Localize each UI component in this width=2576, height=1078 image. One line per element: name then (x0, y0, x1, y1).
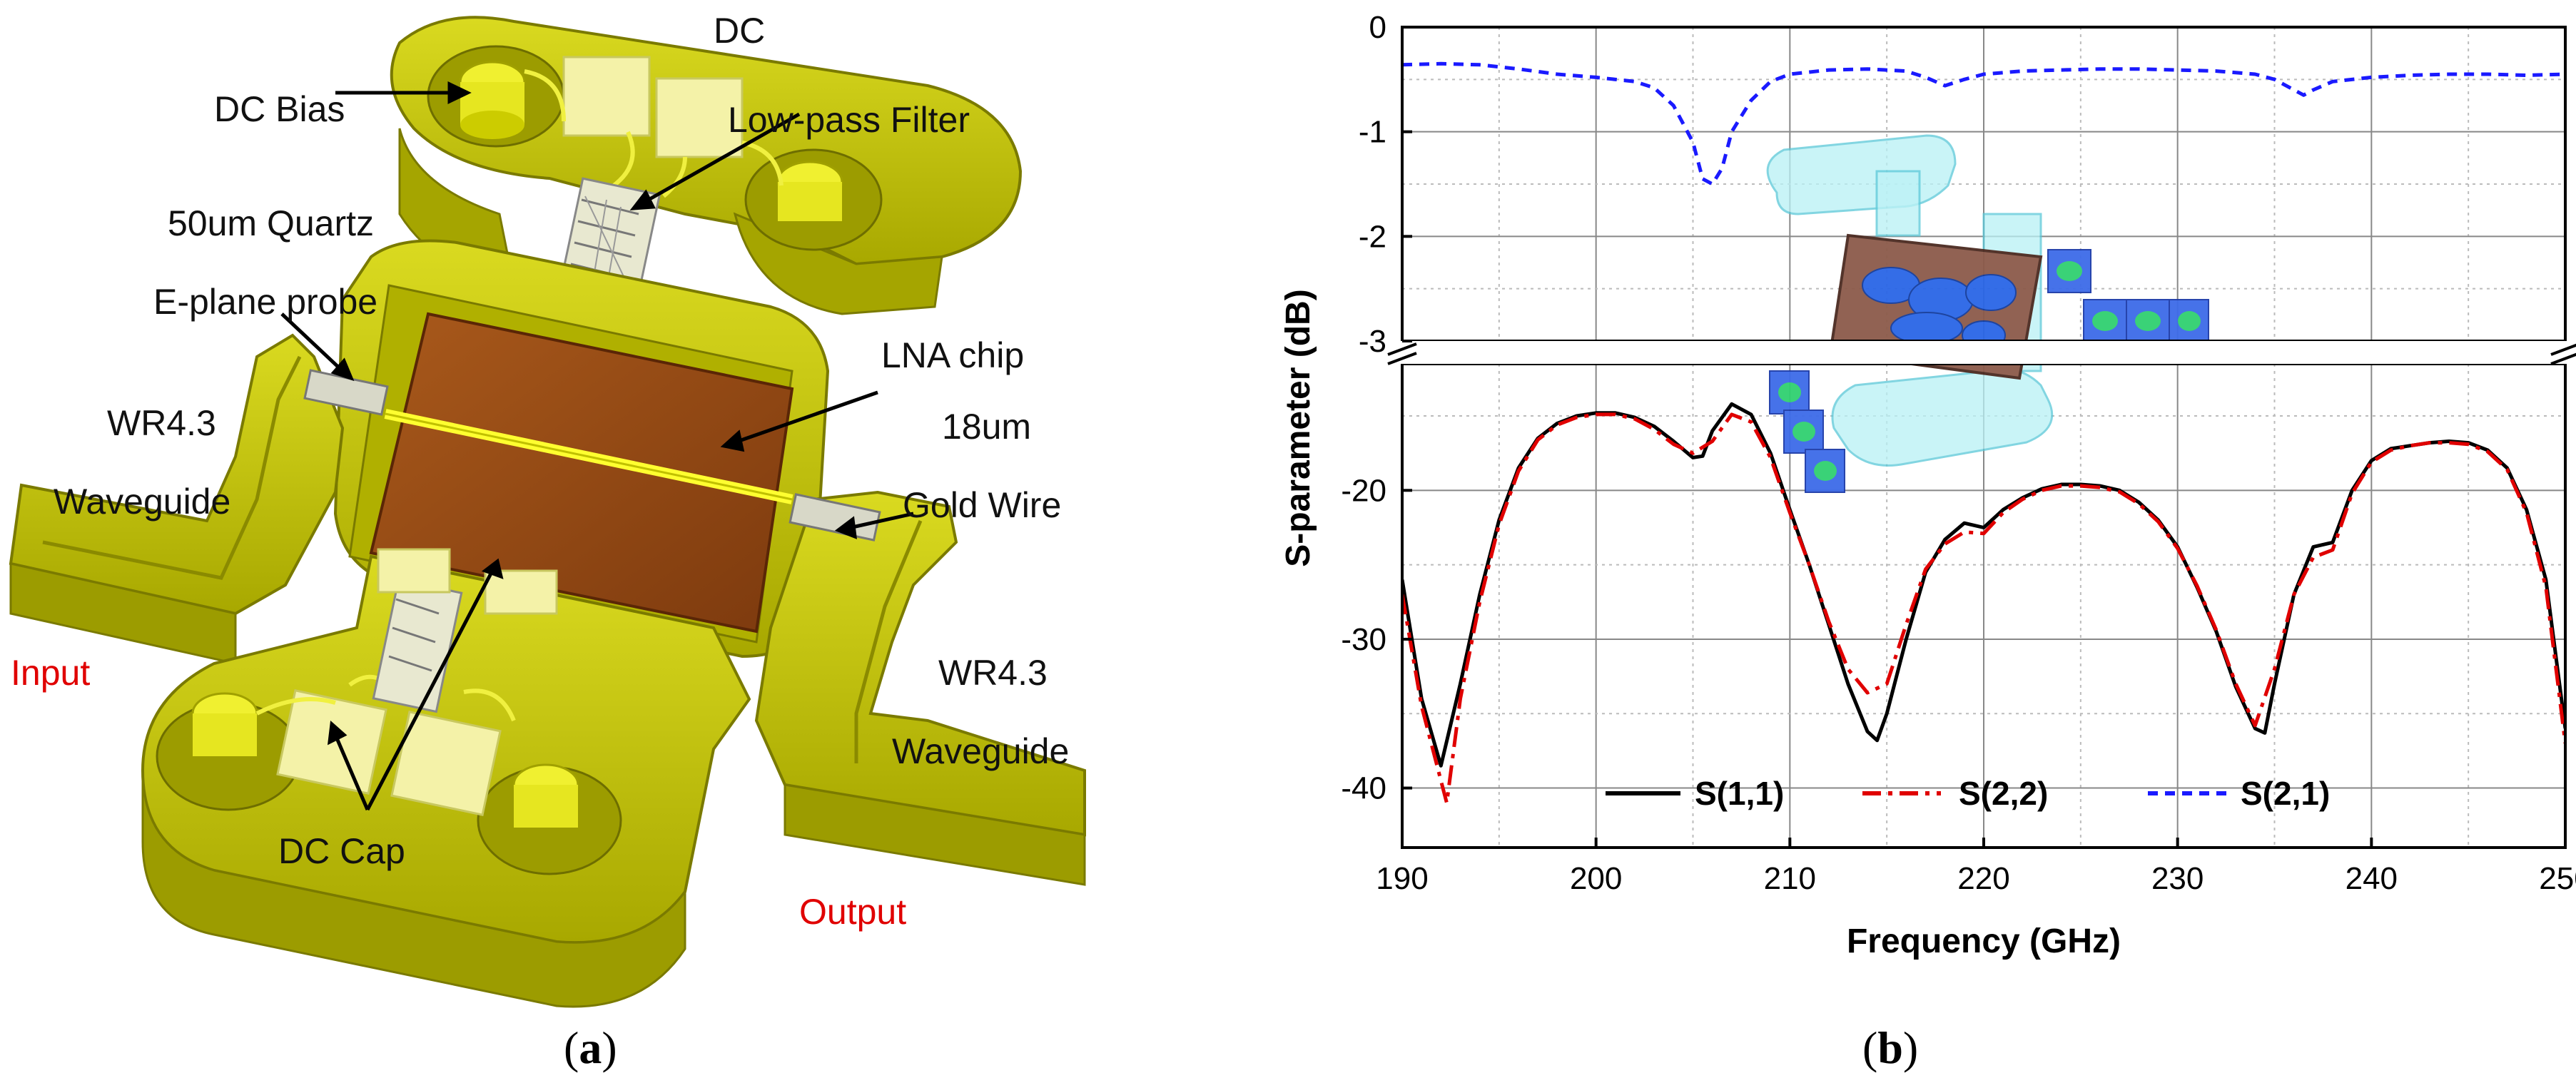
caption-b: (b) (1862, 1022, 1918, 1073)
x-tick-label: 200 (1570, 861, 1622, 896)
label-wr43-input: WR4.3 (107, 403, 216, 443)
x-tick-label: 230 (2151, 861, 2204, 896)
bottom-bias-housing (141, 548, 751, 1008)
label-lna-chip: LNA chip (881, 335, 1024, 375)
label-lowpass-filter: Low-pass Filter (728, 100, 970, 140)
label-waveguide-output: Waveguide (892, 731, 1069, 771)
y-tick-label: -3 (1359, 324, 1386, 359)
legend-label-s11: S(1,1) (1695, 775, 1784, 812)
label-dc-cap: DC Cap (278, 831, 405, 871)
y-axis-label: S-parameter (dB) (1279, 289, 1317, 566)
legend-label-s21: S(2,1) (2241, 775, 2330, 812)
x-tick-label: 190 (1376, 861, 1428, 896)
y-tick-label: 0 (1369, 10, 1386, 45)
y-tick-label: -20 (1341, 473, 1386, 508)
x-tick-label: 210 (1764, 861, 1816, 896)
series-line-S21 (1402, 61, 2565, 186)
panel-b-chart: 190 200 210 220 230 240 250 0 -1 -2 -3 -20 -30 -40 S(… (1279, 10, 2576, 1073)
y-tick-label: -1 (1359, 115, 1386, 150)
lna-chip (369, 312, 794, 634)
label-input: Input (11, 653, 90, 693)
chart-series (1402, 61, 2565, 805)
label-18um: 18um (942, 407, 1031, 447)
label-waveguide-input: Waveguide (54, 482, 230, 522)
x-tick-label: 240 (2346, 861, 2398, 896)
input-waveguide (9, 333, 389, 665)
chart-ticks: 190 200 210 220 230 240 250 0 -1 -2 -3 -20 -30 -40 (1341, 10, 2576, 896)
x-tick-label: 250 (2539, 861, 2576, 896)
annotation-arrows (280, 81, 914, 811)
panel-a-illustration: DC Low-pass Filter DC Bias 50um Quartz E… (9, 11, 1086, 1073)
caption-a: (a) (564, 1022, 617, 1073)
label-gold-wire: Gold Wire (903, 485, 1061, 525)
quartz-probe-output (788, 493, 881, 541)
output-waveguide (754, 490, 1086, 886)
y-tick-label: -30 (1341, 622, 1386, 657)
label-dc-bias: DC Bias (214, 89, 345, 129)
y-tick-label: -2 (1359, 219, 1386, 254)
label-output: Output (799, 892, 906, 932)
label-eplane-probe: E-plane probe (153, 282, 377, 322)
legend: S(1,1) S(2,2) S(2,1) (1606, 775, 2330, 812)
simulation-inset (1766, 134, 2209, 493)
top-bias-housing (390, 16, 1023, 315)
axis-break-gap (1377, 341, 2576, 364)
x-tick-label: 220 (1957, 861, 2009, 896)
label-wr43-output: WR4.3 (938, 653, 1048, 693)
label-quartz: 50um Quartz (168, 203, 374, 243)
central-housing (333, 239, 830, 659)
x-axis-label: Frequency (GHz) (1847, 922, 2121, 960)
label-dc: DC (714, 11, 765, 51)
axis-break-marks (1387, 342, 2576, 365)
legend-label-s22: S(2,2) (1959, 775, 2048, 812)
y-tick-label: -40 (1341, 771, 1386, 806)
series-line-S22 (1402, 412, 2565, 805)
